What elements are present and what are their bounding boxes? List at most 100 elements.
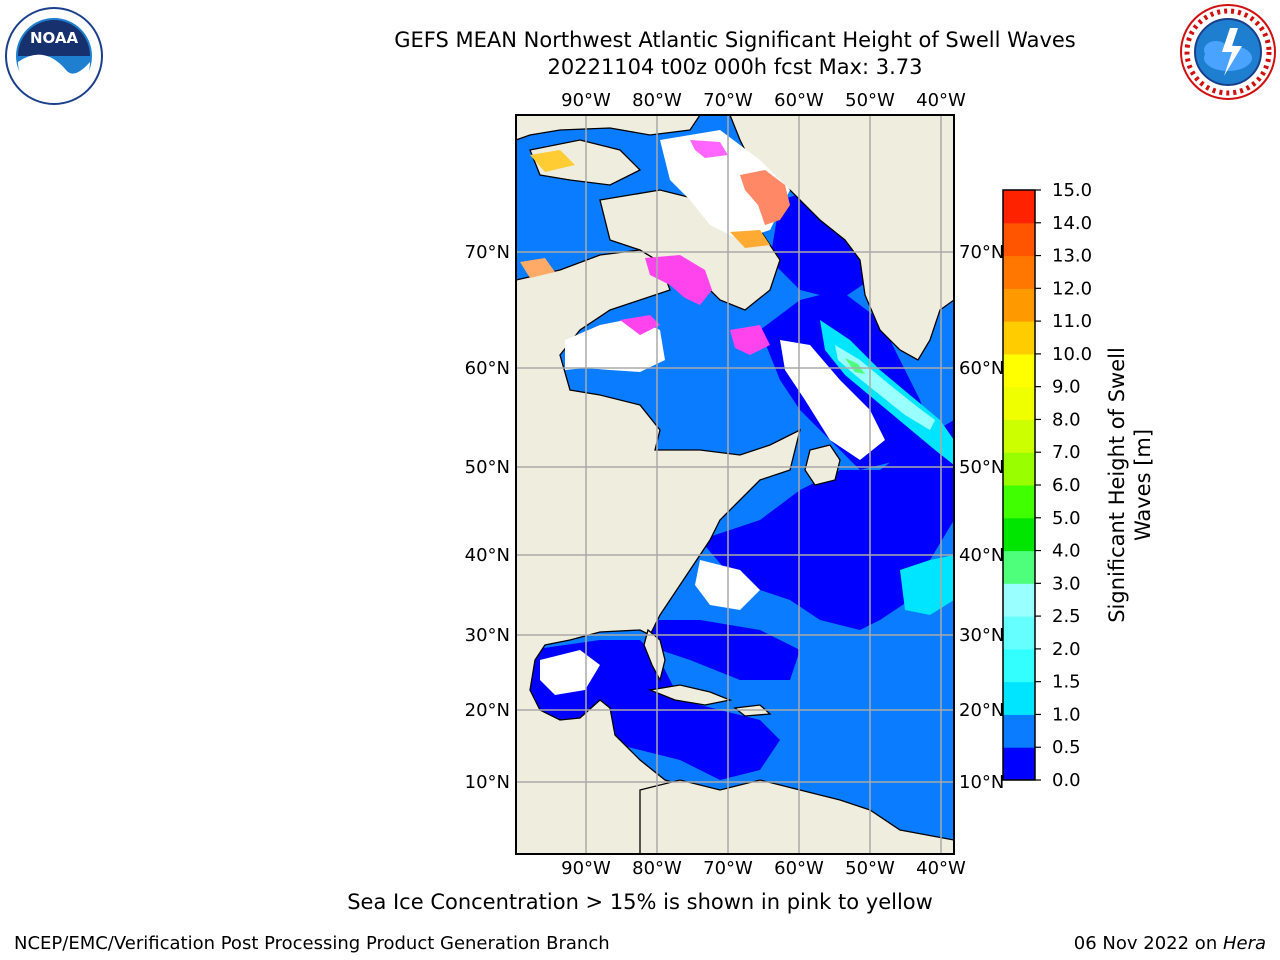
sea-ice-patch bbox=[740, 170, 790, 225]
noaa-logo: NOAA bbox=[5, 7, 103, 105]
colorbar-band bbox=[1003, 648, 1035, 683]
cuba-land bbox=[647, 684, 733, 706]
lon-label: 90°W bbox=[561, 858, 611, 879]
colorbar-band bbox=[1003, 747, 1035, 781]
colorbar-band bbox=[1003, 714, 1035, 748]
lat-label: 40°N bbox=[465, 545, 510, 566]
colorbar-tick-label: 9.0 bbox=[1052, 377, 1081, 398]
colorbar-band bbox=[1003, 288, 1035, 322]
nws-logo bbox=[1180, 4, 1276, 100]
arctic-islands-land bbox=[516, 115, 701, 141]
lon-label: 50°W bbox=[845, 858, 895, 879]
lat-label: 20°N bbox=[959, 700, 1004, 721]
colorbar-band bbox=[1003, 485, 1035, 519]
lat-label: 70°N bbox=[959, 242, 1004, 263]
colorbar-label-line1: Significant Height of Swell bbox=[1105, 347, 1129, 623]
sea-ice-patch bbox=[690, 140, 728, 158]
run-datestamp: 06 Nov 2022 on Hera bbox=[1074, 933, 1266, 954]
colorbar-band bbox=[1003, 222, 1035, 257]
colorbar-band bbox=[1003, 681, 1035, 715]
plot-subtitle: 20221104 t00z 000h fcst Max: 3.73 bbox=[547, 55, 923, 79]
sea-ice-overlay bbox=[520, 140, 790, 355]
lat-label: 50°N bbox=[465, 457, 510, 478]
svg-text:NOAA: NOAA bbox=[30, 29, 79, 47]
colorbar-band bbox=[1003, 353, 1035, 388]
colorbar-tick-label: 2.0 bbox=[1052, 639, 1081, 660]
sea-ice-caption: Sea Ice Concentration > 15% is shown in … bbox=[347, 890, 933, 914]
map-gridlines bbox=[516, 115, 954, 854]
colorbar-band bbox=[1003, 517, 1035, 552]
lat-label: 60°N bbox=[465, 358, 510, 379]
colorbar-tick-label: 6.0 bbox=[1052, 475, 1081, 496]
map-content bbox=[516, 115, 954, 854]
colorbar-tick-label: 1.0 bbox=[1052, 704, 1081, 725]
lat-labels-left: 70°N 60°N 50°N 40°N 30°N 20°N 10°N bbox=[465, 242, 510, 793]
colorbar-tick-label: 7.0 bbox=[1052, 442, 1081, 463]
colorbar-band bbox=[1003, 583, 1035, 617]
colorbar-tick-label: 1.5 bbox=[1052, 672, 1081, 693]
lon-label: 90°W bbox=[561, 90, 611, 111]
colorbar-tick-label: 12.0 bbox=[1052, 278, 1092, 299]
colorbar-tick-label: 14.0 bbox=[1052, 213, 1092, 234]
swell-high-region bbox=[835, 345, 935, 430]
colorbar-tick-label: 15.0 bbox=[1052, 180, 1092, 201]
date-text: 06 Nov 2022 on bbox=[1073, 933, 1223, 954]
lat-labels-right: 70°N 60°N 50°N 40°N 30°N 20°N 10°N bbox=[959, 242, 1004, 793]
colorbar-tick-label: 4.0 bbox=[1052, 541, 1081, 562]
colorbar-band bbox=[1003, 419, 1035, 453]
lon-label: 50°W bbox=[845, 90, 895, 111]
lon-label: 70°W bbox=[703, 858, 753, 879]
no-data-regions bbox=[540, 130, 885, 695]
colorbar-band bbox=[1003, 190, 1035, 224]
sea-ice-patch bbox=[645, 255, 712, 305]
host-name: Hera bbox=[1222, 933, 1266, 954]
lat-label: 30°N bbox=[959, 625, 1004, 646]
colorbar-band bbox=[1003, 616, 1035, 650]
colorbar-band bbox=[1003, 386, 1035, 420]
sea-ice-patch bbox=[520, 258, 555, 278]
lon-label: 40°W bbox=[916, 858, 966, 879]
gulf-coastal-region bbox=[540, 650, 600, 695]
lat-label: 20°N bbox=[465, 700, 510, 721]
south-america-land bbox=[639, 779, 954, 854]
lon-labels-top: 90°W 80°W 70°W 60°W 50°W 40°W bbox=[561, 90, 966, 111]
lon-label: 60°W bbox=[774, 90, 824, 111]
lat-label: 60°N bbox=[959, 358, 1004, 379]
lat-label: 50°N bbox=[959, 457, 1004, 478]
newfoundland-land bbox=[804, 444, 841, 486]
lat-label: 70°N bbox=[465, 242, 510, 263]
swell-peak-region bbox=[845, 358, 865, 374]
colorbar-tick-labels: 0.0 0.5 1.0 1.5 2.0 2.5 3.0 4.0 5.0 6.0 7.0 8.0 9.0 1… bbox=[1035, 180, 1092, 791]
colorbar-band bbox=[1003, 452, 1035, 486]
colorbar-tick-label: 10.0 bbox=[1052, 344, 1092, 365]
lon-labels-bottom: 90°W 80°W 70°W 60°W 50°W 40°W bbox=[561, 858, 966, 879]
branch-credit: NCEP/EMC/Verification Post Processing Pr… bbox=[14, 933, 610, 954]
sea-ice-patch bbox=[620, 315, 660, 335]
colorbar-tick-label: 11.0 bbox=[1052, 311, 1092, 332]
colorbar-band bbox=[1003, 550, 1035, 584]
ice-covered-region bbox=[660, 130, 790, 240]
lat-label: 40°N bbox=[959, 545, 1004, 566]
colorbar-band bbox=[1003, 321, 1035, 355]
swell-low-region bbox=[700, 420, 954, 630]
colorbar-band bbox=[1003, 255, 1035, 289]
lon-label: 40°W bbox=[916, 90, 966, 111]
sea-ice-patch bbox=[530, 150, 575, 172]
colorbar-tick-label: 3.0 bbox=[1052, 573, 1081, 594]
colorbar-tick-label: 5.0 bbox=[1052, 508, 1081, 529]
plot-title: GEFS MEAN Northwest Atlantic Significant… bbox=[394, 28, 1076, 52]
sea-ice-patch bbox=[730, 325, 770, 355]
lat-label: 10°N bbox=[465, 772, 510, 793]
colorbar-label-line2: Waves [m] bbox=[1131, 429, 1155, 541]
colorbar-tick-label: 13.0 bbox=[1052, 246, 1092, 267]
colorbar-tick-label: 0.0 bbox=[1052, 770, 1081, 791]
colorbar-tick-label: 0.5 bbox=[1052, 737, 1081, 758]
map-frame bbox=[515, 114, 955, 855]
lon-label: 80°W bbox=[632, 858, 682, 879]
colorbar bbox=[1002, 189, 1036, 781]
lat-label: 10°N bbox=[959, 772, 1004, 793]
colorbar-tick-label: 2.5 bbox=[1052, 606, 1081, 627]
lon-label: 70°W bbox=[703, 90, 753, 111]
sea-ice-patch bbox=[730, 230, 770, 248]
